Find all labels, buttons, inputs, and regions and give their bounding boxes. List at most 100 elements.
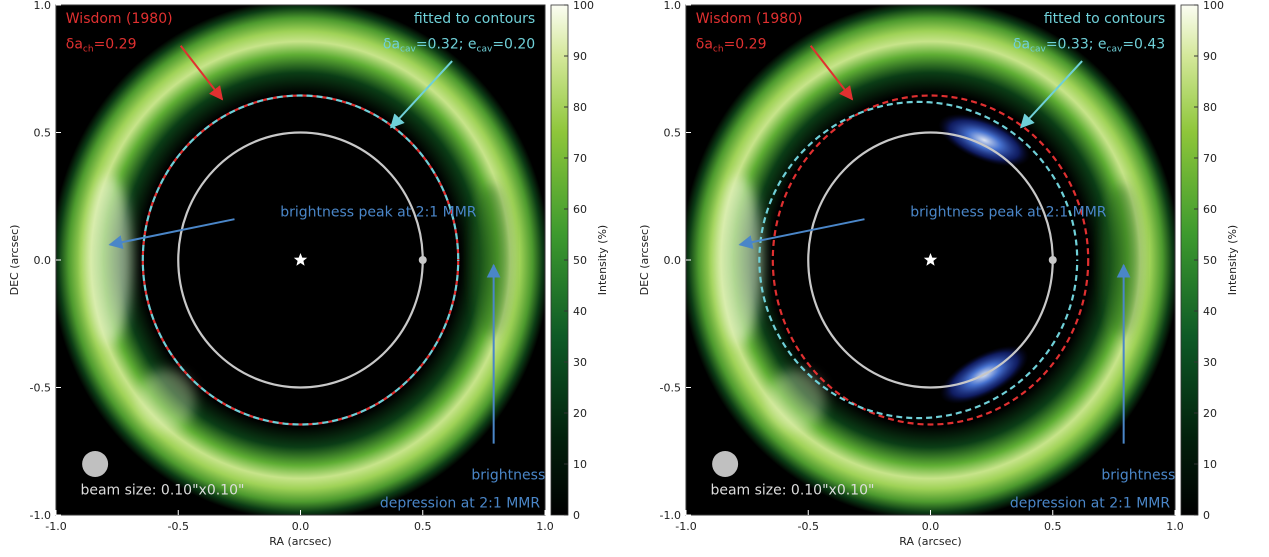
fit-a-subscript: cav [1030, 44, 1046, 54]
y-tick-label: 1.0 [664, 0, 682, 12]
colorbar-tick-label: 0 [573, 509, 580, 522]
intensity-map: beam size: 0.10"x0.10"Wisdom (1980)δach=… [686, 5, 1175, 515]
wisdom-symbol: δa [66, 36, 83, 52]
x-tick-label: 1.0 [1166, 520, 1184, 533]
x-tick-label: -1.0 [675, 520, 696, 533]
fit-a-subscript: cav [400, 44, 416, 54]
fitted-cavity-contour [141, 94, 460, 426]
x-axis-label: RA (arcsec) [269, 535, 331, 548]
brightness-depression [471, 183, 511, 337]
fit-arrow [390, 60, 453, 129]
wisdom-title: Wisdom (1980) [66, 11, 173, 27]
colorbar-label: Intensity (%) [596, 225, 609, 295]
colorbar-tick-label: 30 [573, 356, 587, 369]
wisdom-subscript: ch [713, 44, 724, 54]
blue-arc-top [938, 113, 1031, 167]
x-tick-label: 1.0 [536, 520, 554, 533]
colorbar-label: Intensity (%) [1226, 225, 1239, 295]
fit-arrow [1020, 60, 1083, 129]
colorbar-tick-label: 10 [1203, 458, 1217, 471]
beam-ellipse [82, 451, 109, 477]
colorbar-tick-label: 90 [1203, 50, 1217, 63]
wisdom-number: =0.29 [94, 36, 137, 52]
planet-marker [1048, 256, 1057, 264]
depression-label-line2: depression at 2:1 MMR [380, 495, 540, 511]
fit-title: fitted to contours [1044, 11, 1165, 27]
beam-size-label: beam size: 0.10"x0.10" [710, 483, 874, 499]
fit-a-number: =0.32; e [416, 36, 477, 52]
fit-value: δacav=0.32; ecav=0.20 [383, 36, 535, 54]
brightness-peak-arrow [738, 218, 865, 250]
colorbar-tick-label: 20 [573, 407, 587, 420]
x-tick-label: 0.5 [414, 520, 432, 533]
fit-a-symbol: δa [1013, 36, 1030, 52]
x-tick-label: 0.5 [1044, 520, 1062, 533]
colorbar-tick-label: 70 [1203, 152, 1217, 165]
wisdom-value: δach=0.29 [696, 36, 767, 54]
y-tick-label: 0.0 [664, 254, 682, 267]
y-tick-label: -0.5 [30, 382, 51, 395]
x-tick-label: -1.0 [45, 520, 66, 533]
colorbar-tick-label: 60 [1203, 203, 1217, 216]
colorbar-tick-label: 80 [573, 101, 587, 114]
brightness-peak-glow [717, 175, 762, 345]
x-tick-label: -0.5 [798, 520, 819, 533]
star-marker [923, 253, 938, 266]
panel-1: beam size: 0.10"x0.10"Wisdom (1980)δach=… [8, 0, 609, 548]
beam-size-label: beam size: 0.10"x0.10" [80, 483, 244, 499]
y-tick-label: -1.0 [660, 509, 681, 522]
fit-e-subscript: cav [1107, 44, 1123, 54]
y-tick-label: 0.0 [34, 254, 52, 267]
y-tick-label: 1.0 [34, 0, 52, 12]
ring-bright-patch [136, 369, 196, 431]
colorbar-tick-label: 50 [573, 254, 587, 267]
panel-2: beam size: 0.10"x0.10"Wisdom (1980)δach=… [638, 0, 1239, 548]
wisdom-arrow [179, 45, 224, 101]
colorbar-tick-label: 40 [1203, 305, 1217, 318]
brightness-peak-glow [87, 175, 132, 345]
wisdom-symbol: δa [696, 36, 713, 52]
colorbar-tick-label: 20 [1203, 407, 1217, 420]
colorbar-tick-label: 100 [1203, 0, 1224, 12]
colorbar-tick-label: 70 [573, 152, 587, 165]
colorbar-tick-label: 100 [573, 0, 594, 12]
y-axis-label: DEC (arcsec) [638, 225, 651, 296]
ring-bright-patch [766, 369, 826, 431]
colorbar-tick-label: 30 [1203, 356, 1217, 369]
fit-e-subscript: cav [477, 44, 493, 54]
brightness-peak-label: brightness peak at 2:1 MMR [280, 205, 477, 221]
intensity-map: beam size: 0.10"x0.10"Wisdom (1980)δach=… [56, 5, 545, 515]
x-tick-label: 0.0 [922, 520, 940, 533]
colorbar-tick-label: 90 [573, 50, 587, 63]
fitted-cavity-contour [758, 100, 1079, 420]
y-tick-label: 0.5 [664, 127, 682, 140]
wisdom-value: δach=0.29 [66, 36, 137, 54]
wisdom-subscript: ch [83, 44, 94, 54]
depression-label-line1: brightness [471, 467, 545, 483]
wisdom-chaotic-zone [771, 94, 1090, 426]
colorbar-tick-label: 10 [573, 458, 587, 471]
colorbar-tick-label: 0 [1203, 509, 1210, 522]
fit-e-number: =0.20 [492, 36, 535, 52]
colorbar-tick-label: 60 [573, 203, 587, 216]
y-tick-label: -1.0 [30, 509, 51, 522]
wisdom-arrow [809, 45, 854, 101]
colorbar-tick-label: 80 [1203, 101, 1217, 114]
fit-a-number: =0.33; e [1046, 36, 1107, 52]
wisdom-number: =0.29 [724, 36, 767, 52]
x-tick-label: -0.5 [168, 520, 189, 533]
x-tick-label: 0.0 [292, 520, 310, 533]
colorbar-tick-label: 50 [1203, 254, 1217, 267]
depression-label-line2: depression at 2:1 MMR [1010, 495, 1170, 511]
depression-label-line1: brightness [1101, 467, 1175, 483]
beam-ellipse [712, 451, 739, 477]
wisdom-title: Wisdom (1980) [696, 11, 803, 27]
brightness-depression [1101, 183, 1141, 337]
planet-marker [418, 256, 427, 264]
fit-a-symbol: δa [383, 36, 400, 52]
y-tick-label: 0.5 [34, 127, 52, 140]
y-axis-label: DEC (arcsec) [8, 225, 21, 296]
x-axis-label: RA (arcsec) [899, 535, 961, 548]
brightness-peak-label: brightness peak at 2:1 MMR [910, 205, 1107, 221]
